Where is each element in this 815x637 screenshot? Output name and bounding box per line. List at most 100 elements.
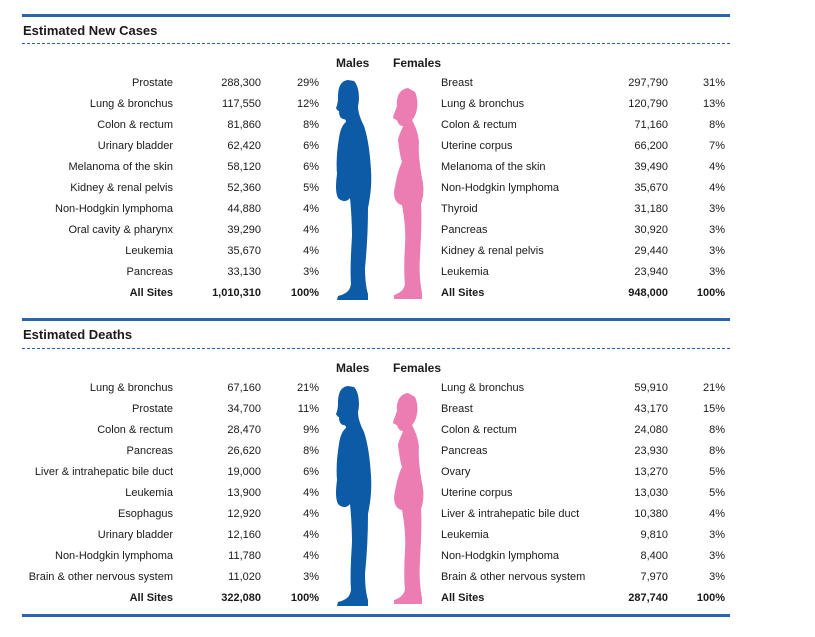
male-site-label: Urinary bladder [97, 140, 173, 152]
female-percent: 3% [709, 550, 725, 562]
female-count: 120,790 [628, 98, 668, 110]
male-count: 28,470 [227, 424, 261, 436]
male-percent: 4% [303, 529, 319, 541]
male-site-label: Non-Hodgkin lymphoma [55, 550, 173, 562]
male-count: 12,920 [227, 508, 261, 520]
section-top-rule [22, 318, 730, 321]
female-site-label: Breast [441, 77, 473, 89]
male-count: 81,860 [227, 119, 261, 131]
male-percent: 5% [303, 182, 319, 194]
male-site-label: Pancreas [126, 266, 173, 278]
male-count: 58,120 [227, 161, 261, 173]
female-site-label: Thyroid [441, 203, 478, 215]
female-count: 8,400 [640, 550, 668, 562]
female-percent: 4% [709, 161, 725, 173]
female-total-count: 948,000 [628, 287, 668, 299]
male-percent: 8% [303, 445, 319, 457]
male-site-label: Urinary bladder [97, 529, 173, 541]
male-site-label: Esophagus [117, 508, 173, 520]
female-percent: 4% [709, 508, 725, 520]
female-percent: 31% [702, 77, 725, 89]
male-percent: 3% [303, 266, 319, 278]
female-count: 35,670 [634, 182, 668, 194]
female-percent: 21% [702, 382, 725, 394]
female-site-label: Leukemia [441, 266, 489, 278]
female-percent: 7% [709, 140, 725, 152]
female-count: 43,170 [634, 403, 668, 415]
female-percent: 8% [709, 424, 725, 436]
female-percent: 4% [709, 182, 725, 194]
female-count: 29,440 [634, 245, 668, 257]
female-site-label: Ovary [441, 466, 471, 478]
female-count: 71,160 [634, 119, 668, 131]
female-total-percent: 100% [696, 592, 725, 604]
male-site-label: Oral cavity & pharynx [68, 224, 173, 236]
male-percent: 29% [296, 77, 319, 89]
male-silhouette-icon [336, 386, 372, 606]
female-site-label: Uterine corpus [441, 487, 513, 499]
female-count: 66,200 [634, 140, 668, 152]
male-total-percent: 100% [290, 592, 319, 604]
male-site-label: Liver & intrahepatic bile duct [34, 466, 173, 478]
male-site-label: Leukemia [125, 487, 173, 499]
female-count: 297,790 [628, 77, 668, 89]
female-total-count: 287,740 [628, 592, 668, 604]
female-percent: 3% [709, 203, 725, 215]
section-bottom-rule [22, 614, 730, 617]
female-site-label: Colon & rectum [441, 119, 517, 131]
female-count: 24,080 [634, 424, 668, 436]
section-title-deaths: Estimated Deaths [23, 327, 133, 342]
male-count: 67,160 [227, 382, 261, 394]
male-percent: 4% [303, 245, 319, 257]
females-header: Females [393, 361, 442, 375]
male-count: 19,000 [227, 466, 261, 478]
male-site-label: Lung & bronchus [89, 382, 173, 394]
male-site-label: Colon & rectum [97, 424, 173, 436]
male-count: 117,550 [222, 98, 261, 110]
male-site-label: Lung & bronchus [89, 98, 173, 110]
male-percent: 3% [303, 571, 319, 583]
male-site-label: Prostate [132, 403, 173, 415]
male-percent: 9% [303, 424, 319, 436]
section-title-new-cases: Estimated New Cases [23, 23, 158, 38]
male-site-label: Brain & other nervous system [28, 571, 173, 583]
female-percent: 8% [709, 445, 725, 457]
male-site-label: Pancreas [126, 445, 173, 457]
male-total-site-label: All Sites [129, 592, 173, 604]
section-dashed-divider [22, 43, 730, 44]
section-top-rule [22, 14, 730, 17]
male-site-label: Prostate [132, 77, 173, 89]
male-percent: 4% [303, 203, 319, 215]
male-percent: 4% [303, 224, 319, 236]
male-percent: 6% [303, 140, 319, 152]
male-percent: 12% [296, 98, 319, 110]
males-header: Males [336, 361, 370, 375]
male-silhouette-icon [336, 80, 372, 300]
male-percent: 6% [303, 161, 319, 173]
female-percent: 5% [709, 487, 725, 499]
female-site-label: Colon & rectum [441, 424, 517, 436]
male-site-label: Non-Hodgkin lymphoma [55, 203, 173, 215]
female-count: 13,270 [634, 466, 668, 478]
female-site-label: Non-Hodgkin lymphoma [441, 182, 559, 194]
male-percent: 4% [303, 550, 319, 562]
male-count: 44,880 [227, 203, 261, 215]
female-site-label: Pancreas [441, 445, 488, 457]
female-count: 9,810 [640, 529, 668, 541]
female-total-percent: 100% [696, 287, 725, 299]
female-percent: 5% [709, 466, 725, 478]
female-count: 23,940 [634, 266, 668, 278]
male-count: 12,160 [227, 529, 261, 541]
male-total-count: 322,080 [221, 592, 261, 604]
male-site-label: Leukemia [125, 245, 173, 257]
male-count: 13,900 [227, 487, 261, 499]
female-site-label: Kidney & renal pelvis [441, 245, 544, 257]
female-percent: 3% [709, 266, 725, 278]
female-total-site-label: All Sites [441, 592, 485, 604]
female-percent: 8% [709, 119, 725, 131]
female-site-label: Non-Hodgkin lymphoma [441, 550, 559, 562]
female-silhouette-icon [393, 88, 424, 299]
female-percent: 3% [709, 224, 725, 236]
male-count: 33,130 [227, 266, 261, 278]
male-percent: 4% [303, 508, 319, 520]
